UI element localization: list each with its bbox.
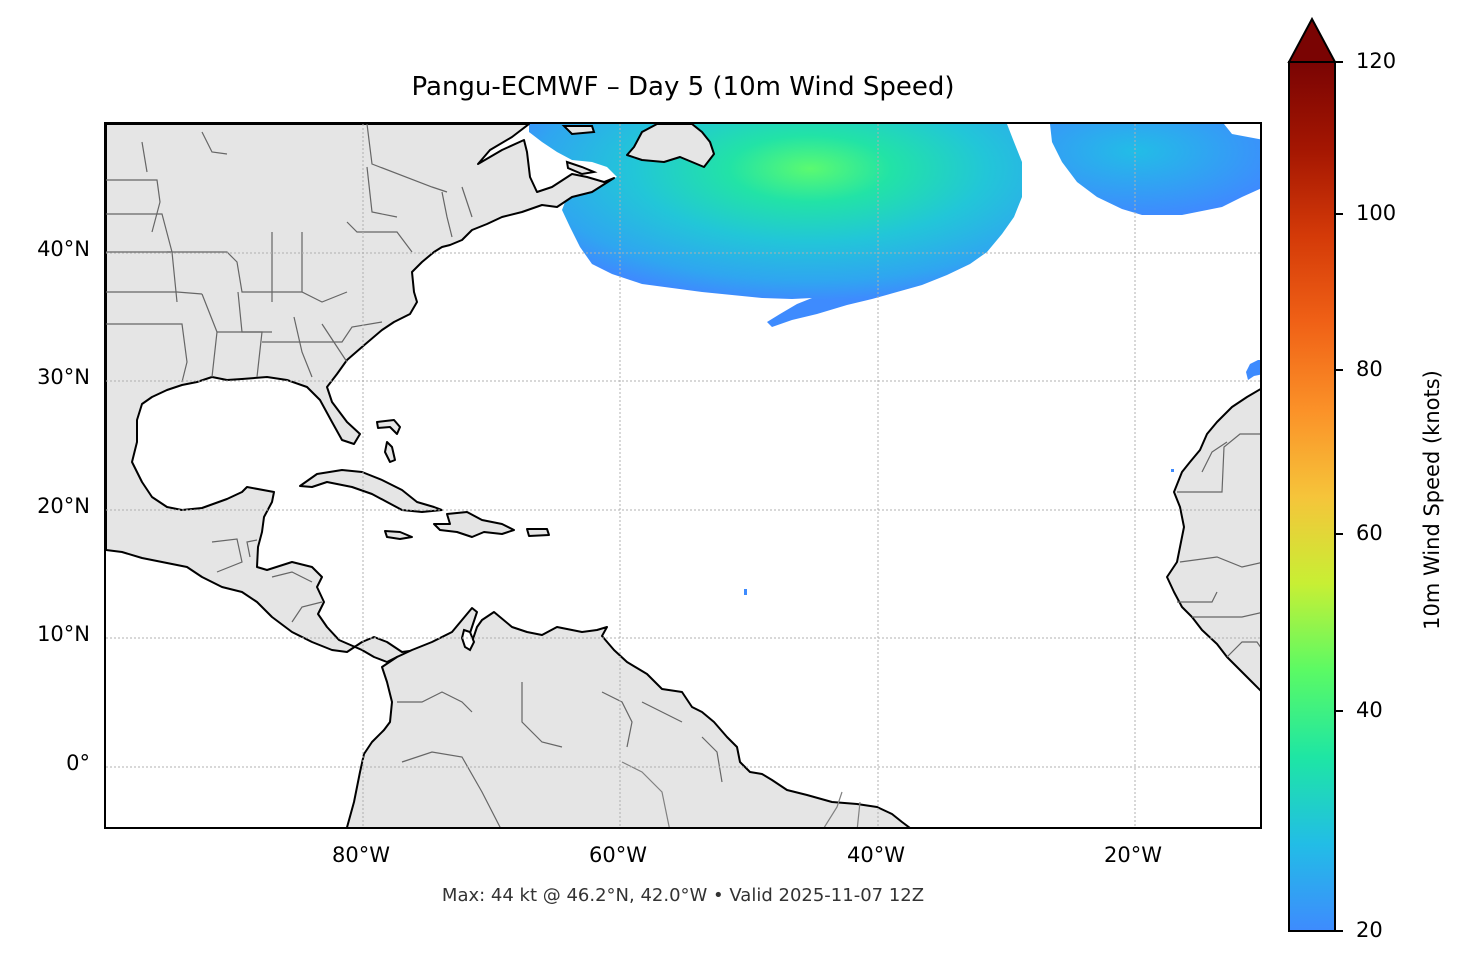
lat-tick-40n: 40°N [37, 237, 90, 261]
borders-layer [106, 124, 1260, 827]
wind-field-layer [269, 124, 1260, 595]
chart-title: Pangu-ECMWF – Day 5 (10m Wind Speed) [411, 72, 955, 102]
lon-tick-20w: 20°W [1104, 843, 1162, 867]
wind-spot-cape-verde [1171, 469, 1174, 472]
wind-spot-atlantic [744, 589, 747, 595]
colorbar-tick-60: 60 [1356, 521, 1383, 545]
colorbar-tick-120: 120 [1356, 49, 1397, 73]
colorbar-tick-80: 80 [1356, 357, 1383, 381]
lat-tick-10n: 10°N [37, 622, 90, 646]
wind-field-canary [1246, 360, 1260, 380]
colorbar [1287, 16, 1343, 932]
gridlines [106, 124, 1260, 827]
colorbar-tick-20: 20 [1356, 918, 1383, 942]
west-africa-land [1166, 388, 1260, 692]
cuba-land [299, 469, 443, 513]
wind-field-northeast [1050, 124, 1260, 215]
lat-tick-20n: 20°N [37, 494, 90, 518]
colorbar-tick-100: 100 [1356, 201, 1397, 225]
max-wind-caption: Max: 44 kt @ 46.2°N, 42.0°W • Valid 2025… [441, 885, 925, 906]
lat-tick-0: 0° [66, 751, 90, 775]
map-canvas [106, 124, 1260, 827]
bahamas-land-2 [384, 441, 396, 463]
lon-tick-60w: 60°W [589, 843, 647, 867]
wind-field-main [529, 124, 1022, 327]
hispaniola-land [433, 511, 515, 538]
bahamas-land [376, 419, 401, 435]
colorbar-tick-40: 40 [1356, 698, 1383, 722]
lat-tick-30n: 30°N [37, 365, 90, 389]
map-plot-area[interactable] [104, 122, 1262, 829]
lon-tick-80w: 80°W [332, 843, 390, 867]
newfoundland-land [626, 124, 715, 168]
colorbar-extend-arrow [1287, 16, 1337, 63]
south-america-land [346, 607, 911, 827]
colorbar-gradient [1288, 61, 1336, 932]
prince-edward-island [565, 160, 598, 176]
colorbar-label: 10m Wind Speed (knots) [1420, 370, 1444, 630]
jamaica-land [384, 530, 413, 540]
lon-tick-40w: 40°W [847, 843, 905, 867]
gulf-st-lawrence-island [561, 125, 596, 136]
puerto-rico-land [526, 528, 550, 537]
north-america-land [106, 124, 615, 663]
